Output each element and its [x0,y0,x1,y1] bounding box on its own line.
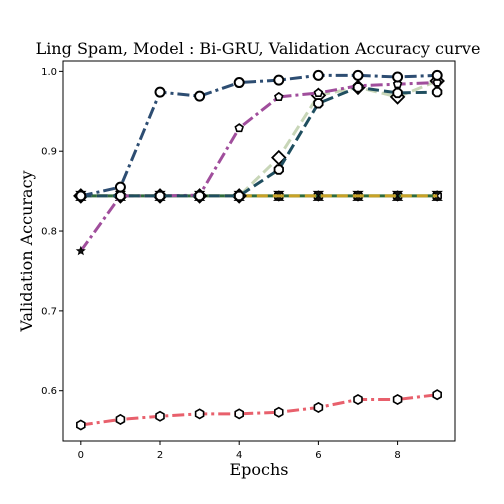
data-point [392,71,404,83]
data-point [392,393,403,406]
data-point [353,393,363,406]
series-8 [75,69,443,202]
series-line [80,73,438,198]
data-point [352,69,364,81]
x-axis: 0 2 4 6 8 [78,441,401,461]
data-point [431,190,443,201]
y-tick-label: 0.7 [41,306,57,317]
data-point [392,87,403,99]
data-point [76,419,86,431]
data-point [234,190,245,202]
plot-frame [62,60,456,442]
series-1 [76,389,442,431]
data-point [194,408,205,420]
x-tick-label: 8 [394,450,400,461]
data-point [432,86,443,98]
series-line [79,81,438,252]
data-point [391,190,404,201]
data-point [115,190,126,202]
data-point [234,123,244,133]
data-point [114,181,126,193]
data-point [431,69,443,81]
data-point [194,190,205,202]
data-point [154,190,166,202]
data-point [155,410,165,422]
x-tick-label: 6 [315,450,321,461]
x-axis-label: Epochs [229,460,288,479]
y-axis-label: Validation Accuracy [17,170,36,332]
data-point [312,69,324,81]
data-point [154,86,166,98]
data-point [271,149,287,166]
x-tick-label: 0 [78,450,84,461]
series-line [80,79,438,198]
data-point [273,74,285,86]
x-tick-label: 2 [157,450,163,461]
data-point [274,406,284,418]
series-line [80,85,438,198]
data-point [234,408,244,420]
data-point [313,87,324,97]
plot-area [73,69,445,431]
data-point [274,91,284,101]
y-tick-label: 0.8 [41,227,57,238]
data-point [75,245,86,256]
y-axis: 0.6 0.7 0.8 0.9 1.0 [41,67,63,397]
y-tick-label: 0.6 [41,386,57,397]
chart-title: Ling Spam, Model : Bi-GRU, Validation Ac… [36,39,481,58]
data-point [75,190,87,202]
data-point [194,90,206,102]
data-point [273,164,284,175]
series-line [80,393,438,427]
data-point [115,413,126,425]
data-point [312,190,325,201]
data-point [313,401,324,413]
data-point [313,98,324,109]
y-tick-label: 1.0 [41,67,57,78]
data-point [352,82,364,93]
x-tick-label: 4 [236,450,242,461]
data-point [432,389,442,401]
y-tick-label: 0.9 [41,147,57,158]
data-point [233,77,245,89]
